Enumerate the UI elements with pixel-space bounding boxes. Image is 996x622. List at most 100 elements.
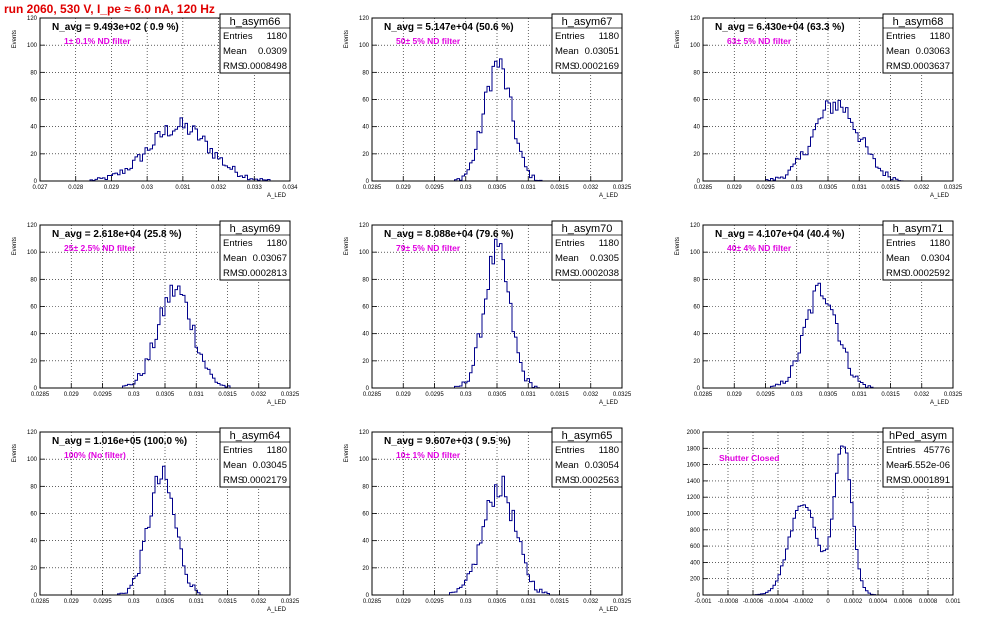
x-tick-label: 0.031 bbox=[521, 185, 537, 191]
x-tick-label: 0.0285 bbox=[363, 392, 382, 398]
panel-h_asym67: 0.0285 0.029 0.0295 0.03 0.0305 0.031 0.0315 0.… bbox=[344, 13, 632, 199]
stats-value: 0.0008498 bbox=[242, 61, 287, 72]
x-tick-label: 0.0006 bbox=[894, 599, 913, 605]
stats-title: h_asym69 bbox=[230, 223, 281, 235]
stats-label: RMS bbox=[886, 475, 907, 486]
navg-label: N_avg = 8.088e+04 (79.6 %) bbox=[384, 229, 514, 240]
y-tick-label: 100 bbox=[690, 43, 701, 49]
y-tick-label: 80 bbox=[362, 484, 369, 490]
stats-value: 0.0002169 bbox=[574, 61, 619, 72]
x-tick-label: 0.032 bbox=[914, 392, 930, 398]
x-tick-label: 0.0285 bbox=[363, 185, 382, 191]
x-tick-label: 0.0305 bbox=[488, 185, 507, 191]
stats-box bbox=[882, 427, 954, 488]
y-tick-label: 60 bbox=[362, 305, 369, 311]
y-tick-label: 80 bbox=[30, 484, 37, 490]
y-tick-label: 800 bbox=[690, 528, 701, 534]
x-tick-label: 0.0285 bbox=[694, 392, 713, 398]
stats-value: 0.03051 bbox=[585, 46, 619, 57]
x-tick-label: 0.032 bbox=[251, 599, 267, 605]
x-tick-label: 0.03 bbox=[460, 599, 472, 605]
y-tick-label: 600 bbox=[690, 544, 701, 550]
x-tick-label: 0.0004 bbox=[869, 599, 888, 605]
stats-box bbox=[551, 13, 623, 74]
stats-title: h_asym67 bbox=[562, 16, 613, 28]
stats-value: 1180 bbox=[267, 238, 287, 249]
y-axis-label: Events bbox=[675, 237, 681, 255]
y-axis-label: Events bbox=[344, 237, 350, 255]
panel-h_asym69: 0.0285 0.029 0.0295 0.03 0.0305 0.031 0.0315 0.… bbox=[12, 220, 300, 406]
y-tick-label: 120 bbox=[27, 430, 38, 436]
y-tick-label: 20 bbox=[362, 566, 369, 572]
stats-value: 1180 bbox=[599, 445, 619, 456]
panel-h_asym65: 0.0285 0.029 0.0295 0.03 0.0305 0.031 0.0315 0.… bbox=[344, 427, 632, 613]
stats-label: Mean bbox=[223, 46, 247, 57]
run-title: run 2060, 530 V, I_pe ≈ 6.0 nA, 120 Hz bbox=[4, 2, 215, 16]
histogram-line bbox=[40, 117, 290, 182]
y-tick-label: 20 bbox=[30, 152, 37, 158]
x-tick-label: 0.0295 bbox=[756, 185, 775, 191]
filter-label: 50± 5% ND filter bbox=[396, 36, 461, 46]
y-tick-label: 100 bbox=[359, 250, 370, 256]
stats-label: RMS bbox=[223, 475, 244, 486]
filter-label: 1± 0.1% ND filter bbox=[64, 36, 131, 46]
y-tick-label: 60 bbox=[362, 512, 369, 518]
x-tick-label: 0.031 bbox=[175, 185, 191, 191]
x-tick-label: 0.03 bbox=[791, 392, 803, 398]
x-tick-label: 0.0305 bbox=[488, 392, 507, 398]
y-tick-label: 20 bbox=[362, 359, 369, 365]
stats-label: Entries bbox=[886, 238, 916, 249]
x-tick-label: 0.0305 bbox=[819, 185, 838, 191]
stats-label: Entries bbox=[886, 31, 916, 42]
y-tick-label: 80 bbox=[30, 277, 37, 283]
stats-value: 0.0304 bbox=[921, 253, 950, 264]
stats-value: 0.0305 bbox=[590, 253, 619, 264]
y-tick-label: 400 bbox=[690, 560, 701, 566]
y-tick-label: 1200 bbox=[687, 495, 701, 501]
stats-label: RMS bbox=[223, 268, 244, 279]
y-tick-label: 2000 bbox=[687, 430, 701, 436]
y-tick-label: 60 bbox=[30, 512, 37, 518]
filter-label: 10± 1% ND filter bbox=[396, 450, 461, 460]
stats-label: Mean bbox=[886, 46, 910, 57]
x-tick-label: 0.0315 bbox=[881, 392, 900, 398]
filter-label: 79± 5% ND filter bbox=[396, 243, 461, 253]
x-tick-label: 0.0325 bbox=[613, 185, 632, 191]
y-tick-label: 120 bbox=[27, 16, 38, 22]
y-tick-label: 80 bbox=[30, 70, 37, 76]
x-tick-label: -0.0002 bbox=[793, 599, 814, 605]
x-tick-label: 0.028 bbox=[68, 185, 84, 191]
x-tick-label: 0.033 bbox=[247, 185, 263, 191]
x-tick-label: 0.03 bbox=[128, 599, 140, 605]
x-tick-label: 0.0295 bbox=[425, 599, 444, 605]
stats-value: 1180 bbox=[599, 238, 619, 249]
x-tick-label: 0.0315 bbox=[550, 392, 569, 398]
y-axis-label: Events bbox=[344, 444, 350, 462]
x-tick-label: -0.001 bbox=[694, 599, 712, 605]
stats-box bbox=[882, 220, 954, 281]
y-tick-label: 120 bbox=[690, 16, 701, 22]
stats-box bbox=[551, 220, 623, 281]
y-tick-label: 100 bbox=[359, 457, 370, 463]
x-axis-label: A_LED bbox=[930, 400, 950, 406]
stats-label: RMS bbox=[223, 61, 244, 72]
stats-label: Entries bbox=[223, 445, 253, 456]
navg-label: N_avg = 9.607e+03 ( 9.5 %) bbox=[384, 436, 511, 447]
stats-value: -5.552e-06 bbox=[904, 460, 950, 471]
stats-label: RMS bbox=[886, 268, 907, 279]
stats-title: h_asym70 bbox=[562, 223, 613, 235]
stats-value: 1180 bbox=[267, 445, 287, 456]
x-tick-label: 0.0285 bbox=[31, 392, 50, 398]
y-tick-label: 1600 bbox=[687, 463, 701, 469]
y-tick-label: 100 bbox=[27, 457, 38, 463]
x-tick-label: 0.0295 bbox=[425, 392, 444, 398]
y-tick-label: 60 bbox=[693, 305, 700, 311]
y-tick-label: 40 bbox=[693, 332, 700, 338]
x-tick-label: 0.031 bbox=[521, 392, 537, 398]
x-tick-label: 0.0315 bbox=[550, 185, 569, 191]
stats-box bbox=[219, 220, 291, 281]
y-tick-label: 40 bbox=[693, 125, 700, 131]
stats-value: 0.03045 bbox=[253, 460, 287, 471]
stats-label: Mean bbox=[223, 253, 247, 264]
y-tick-label: 20 bbox=[30, 359, 37, 365]
